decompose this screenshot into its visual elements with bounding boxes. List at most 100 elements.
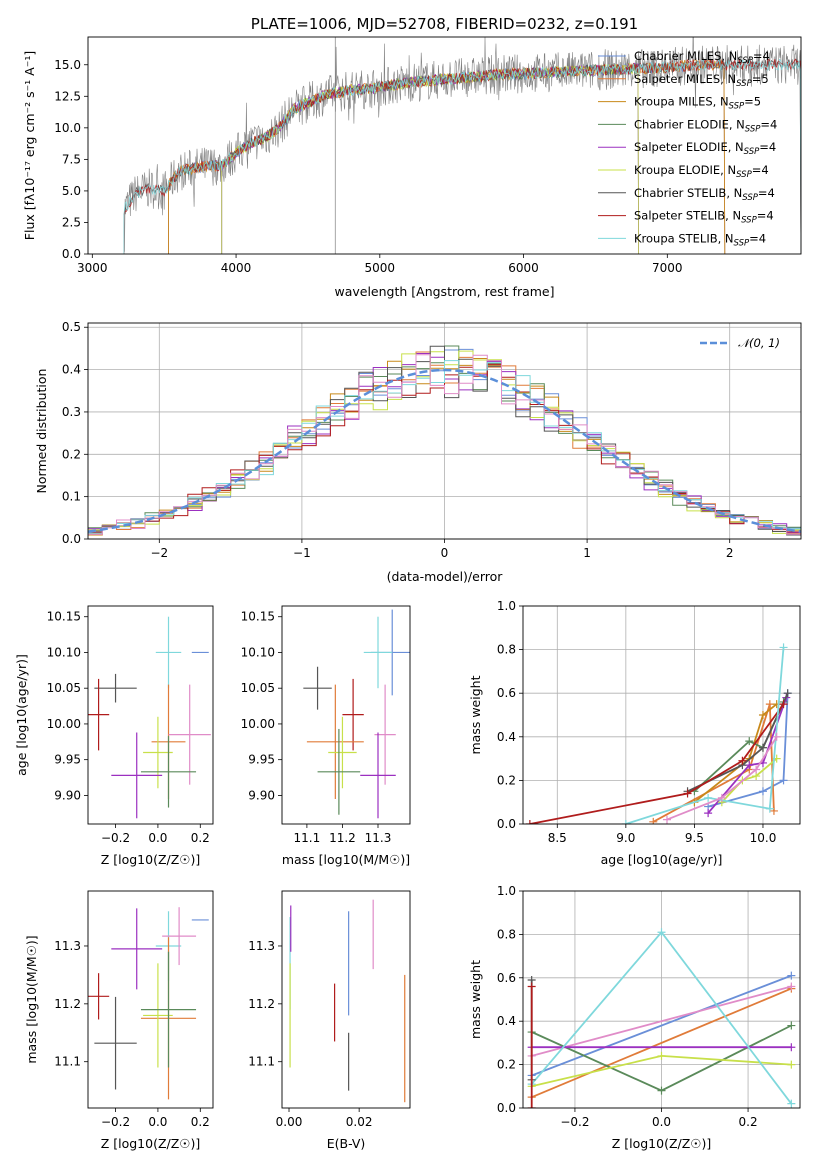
weight-series-2 bbox=[531, 987, 792, 1099]
weight-marker bbox=[765, 804, 774, 813]
y-tick-label: 0.4 bbox=[497, 1014, 516, 1028]
x-tick-label: 1 bbox=[583, 546, 591, 560]
y-tick-label: 2.5 bbox=[62, 215, 81, 229]
y-tick-label: 9.90 bbox=[54, 788, 81, 802]
legend-subscript: SSP bbox=[737, 56, 753, 66]
errorbar-point bbox=[303, 666, 332, 710]
legend-entry: Chabrier ELODIE, NSSP=4 bbox=[634, 117, 777, 134]
weight-marker bbox=[779, 643, 788, 652]
legend-entry: Chabrier STELIB, NSSP=4 bbox=[634, 186, 775, 203]
y-axis-label: mass [log10(M/M☉)] bbox=[24, 935, 39, 1063]
weight-marker bbox=[527, 982, 536, 991]
legend-label: Chabrier MILES, N bbox=[634, 49, 737, 63]
legend-entry: Salpeter ELODIE, NSSP=4 bbox=[634, 140, 776, 157]
x-tick-label: 8.5 bbox=[548, 831, 567, 845]
weight-marker bbox=[752, 765, 761, 774]
errorbar-point bbox=[317, 728, 361, 815]
x-axis-label: wavelength [Angstrom, rest frame] bbox=[334, 284, 554, 299]
y-tick-label: 11.3 bbox=[54, 939, 81, 953]
y-tick-label: 0.4 bbox=[497, 730, 516, 744]
legend-subscript: SSP bbox=[734, 238, 750, 248]
weight-series-10 bbox=[666, 736, 778, 821]
y-tick-label: 0.2 bbox=[497, 1058, 516, 1072]
weight-marker bbox=[765, 700, 774, 709]
weight-series-1 bbox=[531, 974, 792, 1077]
axes-frame bbox=[281, 605, 411, 825]
y-tick-label: 10.10 bbox=[47, 645, 81, 659]
x-axis-label: (data-model)/error bbox=[387, 569, 504, 584]
x-axis-label: Z [log10(Z/Z☉)] bbox=[101, 852, 201, 867]
legend-value: =4 bbox=[757, 209, 774, 223]
y-tick-label: 5.0 bbox=[62, 184, 81, 198]
x-tick-label: 0.02 bbox=[346, 1115, 373, 1129]
weight-marker bbox=[787, 1099, 796, 1108]
y-tick-label: 11.3 bbox=[248, 939, 275, 953]
spectrum-panel: 3000 4000 5000 6000 7000 0.0 2.5 5.0 7.5 10.0 12.5… bbox=[22, 15, 802, 299]
errorbar-plot-area bbox=[88, 907, 209, 1100]
errorbar-point bbox=[155, 616, 182, 689]
errorbar-plot-area bbox=[289, 899, 406, 1103]
weight-marker bbox=[525, 820, 534, 824]
weight-series-3 bbox=[531, 985, 792, 1057]
weight-marker bbox=[787, 1021, 796, 1030]
y-tick-label: 0.6 bbox=[497, 971, 516, 985]
x-tick-label: 0.0 bbox=[148, 831, 167, 845]
y-tick-label: 0.8 bbox=[497, 927, 516, 941]
weight-marker bbox=[758, 743, 767, 752]
x-tick-label: 11.3 bbox=[365, 831, 392, 845]
weight-marker bbox=[758, 787, 767, 796]
y-tick-label: 15.0 bbox=[54, 58, 81, 72]
y-tick-label: 0.6 bbox=[497, 686, 516, 700]
x-tick-label: −0.2 bbox=[560, 1115, 589, 1129]
weight-plot-area bbox=[525, 643, 792, 824]
y-tick-label: 7.5 bbox=[62, 152, 81, 166]
x-tick-label: 0.2 bbox=[191, 1115, 210, 1129]
mass-weight-vs-metallicity-panel: −0.2 0.0 0.2 0.0 0.2 0.4 0.6 0.8 1.0 Z [log10(Z/Z… bbox=[468, 884, 801, 1151]
y-tick-label: 9.90 bbox=[248, 788, 275, 802]
x-tick-label: 0.2 bbox=[739, 1115, 758, 1129]
errorbar-plot-area bbox=[88, 616, 211, 819]
y-tick-label: 0.2 bbox=[497, 773, 516, 787]
legend-value: =4 bbox=[759, 140, 776, 154]
y-tick-label: 10.05 bbox=[241, 681, 275, 695]
axes-frame bbox=[87, 322, 802, 540]
y-tick-label: 11.2 bbox=[248, 997, 275, 1011]
x-tick-label: 3000 bbox=[77, 261, 108, 275]
errorbar-point bbox=[360, 732, 396, 819]
errorbar-point bbox=[143, 716, 173, 789]
y-tick-label: 10.00 bbox=[241, 717, 275, 731]
y-tick-label: 10.0 bbox=[54, 121, 81, 135]
y-tick-label: 0.8 bbox=[497, 643, 516, 657]
y-tick-label: 0.5 bbox=[62, 320, 81, 334]
legend-entry: Chabrier MILES, NSSP=4 bbox=[634, 49, 770, 66]
weight-marker bbox=[772, 732, 781, 741]
y-axis-label: Flux [fλ10⁻¹⁷ erg cm⁻² s⁻¹ A⁻¹] bbox=[22, 51, 37, 240]
weight-series-9 bbox=[625, 647, 785, 824]
spectrum-plot-area bbox=[123, 37, 801, 254]
x-tick-label: −0.2 bbox=[101, 831, 130, 845]
age-vs-mass-panel: 11.1 11.2 11.3 9.90 9.95 10.00 10.05 10.10 10.15… bbox=[241, 605, 411, 867]
x-tick-label: 10.0 bbox=[750, 831, 777, 845]
weight-marker bbox=[787, 971, 796, 980]
weight-marker bbox=[704, 809, 713, 818]
y-tick-label: 10.10 bbox=[241, 645, 275, 659]
weight-marker bbox=[704, 793, 713, 802]
mass-weight-vs-age-panel: 8.5 9.0 9.5 10.0 0.0 0.2 0.4 0.6 0.8 1.0 age [log1… bbox=[468, 599, 801, 867]
weight-series-6 bbox=[721, 757, 778, 803]
legend-value: =4 bbox=[758, 186, 775, 200]
legend-label: Salpeter MILES, N bbox=[634, 72, 736, 86]
y-tick-label: 0.0 bbox=[62, 532, 81, 546]
x-tick-label: 4000 bbox=[221, 261, 252, 275]
normal-reference-curve bbox=[88, 368, 801, 533]
weight-series-3 bbox=[693, 703, 778, 803]
weight-marker bbox=[657, 928, 666, 937]
errorbar-point bbox=[111, 908, 163, 990]
legend-entry: Salpeter MILES, NSSP=5 bbox=[634, 72, 769, 89]
weight-marker bbox=[783, 689, 792, 698]
x-axis-label: Z [log10(Z/Z☉)] bbox=[101, 1136, 201, 1151]
weight-series-7 bbox=[687, 692, 789, 793]
axes-frame bbox=[87, 36, 802, 255]
x-tick-label: 2 bbox=[726, 546, 734, 560]
histogram-plot-area bbox=[88, 345, 801, 539]
legend-subscript: SSP bbox=[744, 147, 760, 157]
